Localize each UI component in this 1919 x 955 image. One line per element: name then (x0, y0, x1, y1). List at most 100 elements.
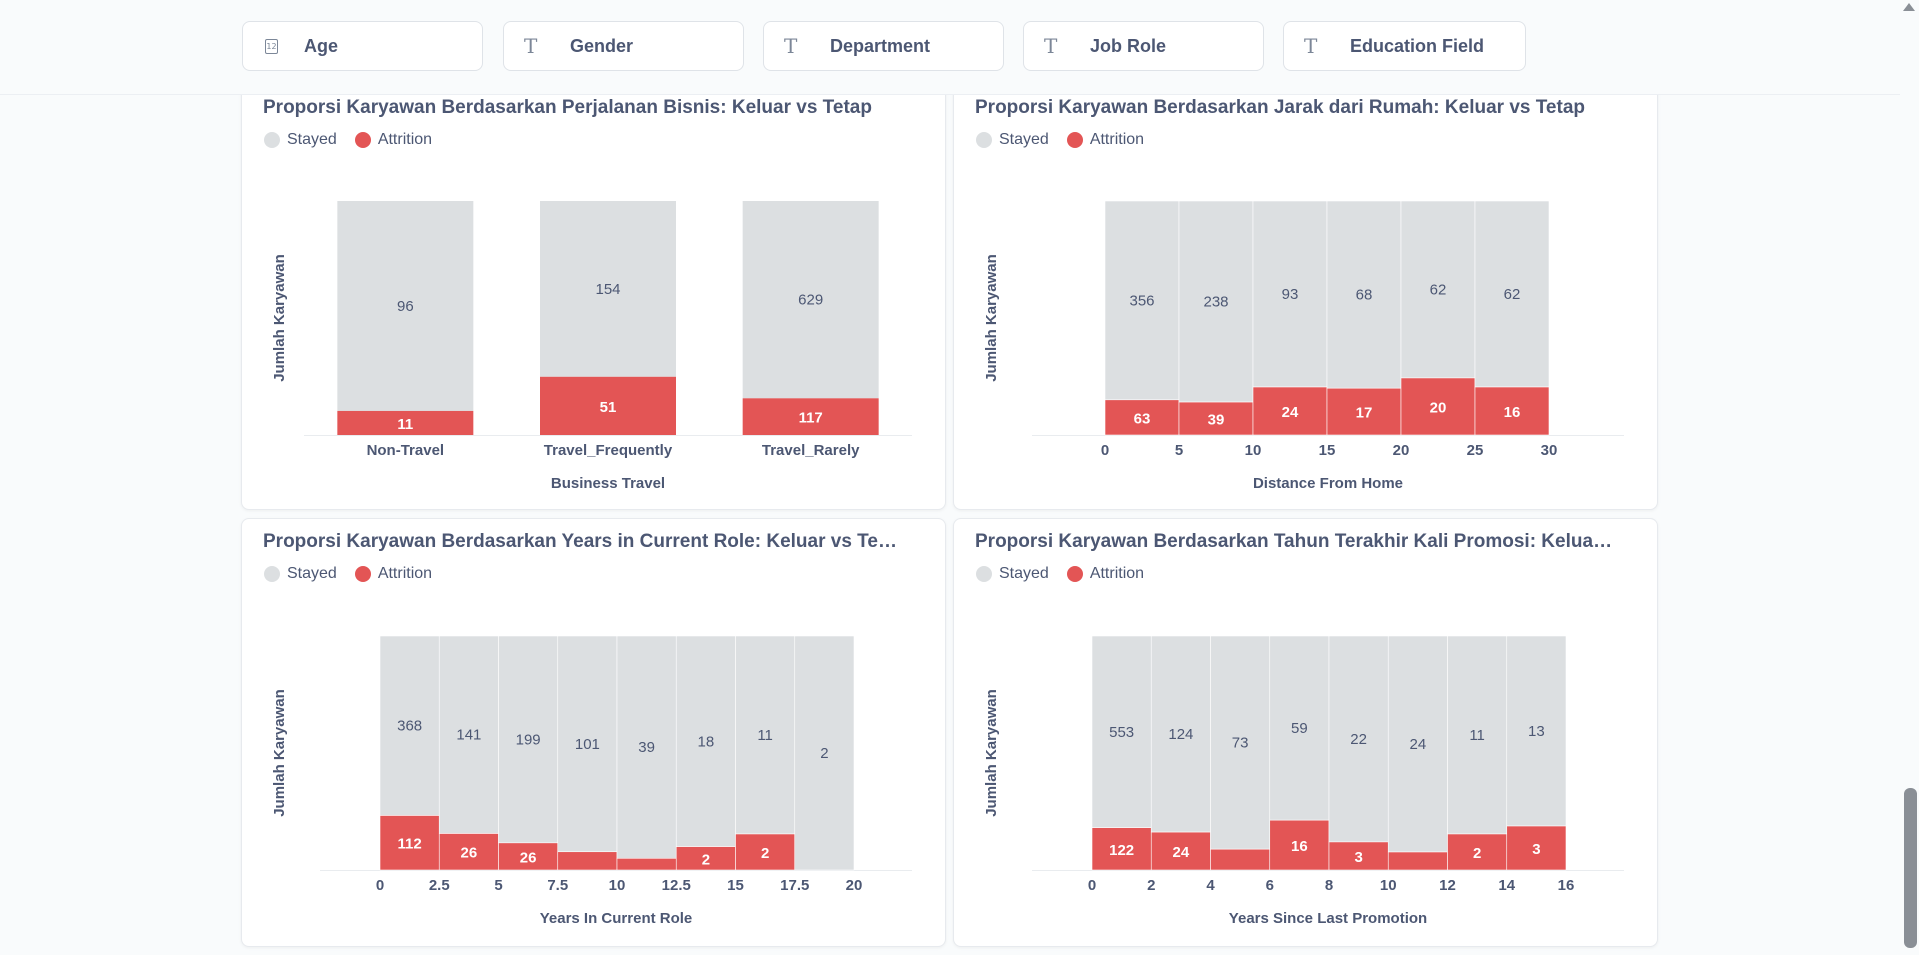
chart-svg: Jumlah Karyawan 0 2.5 5 7.5 10 12.5 15 17.5 20 368… (271, 635, 912, 927)
bar-attrition (742, 398, 879, 435)
bar-attrition (557, 851, 618, 871)
x-axis-label: Business Travel (551, 475, 665, 492)
bar-stayed (1474, 200, 1550, 388)
y-axis-label: Jumlah Karyawan (983, 254, 1000, 382)
legend-dot (976, 566, 992, 582)
bar-stayed (1328, 635, 1389, 843)
chart-card-years-in-current-role: Proporsi Karyawan Berdasarkan Years in C… (241, 518, 946, 947)
legend-item-attrition[interactable]: Attrition (354, 565, 433, 583)
y-axis-label: Jumlah Karyawan (271, 254, 288, 382)
data-label-attrition: 20 (1430, 399, 1447, 416)
number-icon: 12 (265, 38, 278, 54)
bar-attrition (735, 833, 796, 871)
legend-dot (976, 132, 992, 148)
data-label-stayed: 59 (1291, 720, 1308, 737)
x-tick-label: 0 (1101, 442, 1109, 459)
filter-label: Job Role (1090, 35, 1167, 56)
filter-age[interactable]: 12 Age (242, 21, 483, 71)
page-scrollbar[interactable] (1900, 0, 1919, 955)
data-label-stayed: 11 (757, 727, 773, 744)
legend-label: Stayed (999, 131, 1049, 148)
chart-card-years-since-last-promotion: Proporsi Karyawan Berdasarkan Tahun Tera… (953, 518, 1658, 947)
bar-attrition (1387, 851, 1448, 871)
x-tick-label: Travel_Rarely (762, 442, 860, 459)
x-tick-label: 10 (1245, 442, 1262, 459)
data-label-stayed: 62 (1430, 281, 1447, 298)
data-label-attrition: 26 (520, 849, 537, 866)
scroll-up-arrow-icon[interactable] (1903, 3, 1915, 11)
x-tick-label: 10 (609, 877, 626, 894)
bar-stayed (1091, 635, 1152, 828)
data-label-stayed: 199 (516, 731, 541, 748)
bar-stayed (1252, 200, 1328, 388)
chart-legend: Stayed Attrition (264, 565, 450, 583)
legend-item-stayed[interactable]: Stayed (264, 131, 337, 149)
text-icon: T (784, 34, 798, 58)
data-label-stayed: 238 (1203, 294, 1228, 311)
bar-stayed (1269, 635, 1330, 821)
legend-item-stayed[interactable]: Stayed (976, 565, 1049, 583)
bar-stayed (1178, 200, 1254, 403)
legend-label: Attrition (377, 565, 433, 582)
filter-department[interactable]: T Department (763, 21, 1004, 71)
data-label-stayed: 13 (1528, 723, 1545, 740)
x-tick-label: Travel_Frequently (544, 442, 673, 459)
legend-label: Attrition (1089, 565, 1145, 582)
x-tick-label: 20 (1393, 442, 1410, 459)
bar-attrition (1091, 827, 1152, 871)
data-label-attrition: 63 (1134, 410, 1151, 427)
data-label-stayed: 22 (1350, 731, 1367, 748)
filter-label: Age (304, 35, 339, 56)
data-label-stayed: 2 (820, 745, 828, 762)
x-tick-label: 20 (846, 877, 863, 894)
text-icon: T (524, 34, 538, 58)
bar-attrition (1178, 401, 1254, 436)
filter-job-role[interactable]: T Job Role (1023, 21, 1264, 71)
legend-item-stayed[interactable]: Stayed (976, 131, 1049, 149)
legend-item-attrition[interactable]: Attrition (1066, 565, 1145, 583)
bar-stayed (1400, 200, 1476, 379)
chart-svg: Jumlah Karyawan 0 5 10 15 20 25 30 356 63 238 39 93 2… (983, 200, 1624, 492)
filter-gender[interactable]: T Gender (503, 21, 744, 71)
legend-dot (264, 132, 280, 148)
data-label-stayed: 124 (1168, 726, 1193, 743)
bar-stayed (616, 635, 677, 859)
bar-attrition (1150, 831, 1211, 871)
chart-legend: Stayed Attrition (264, 131, 450, 149)
x-tick-label: 15 (1319, 442, 1336, 459)
data-label-attrition: 17 (1356, 405, 1373, 422)
data-label-attrition: 39 (1208, 412, 1225, 429)
bar-attrition (1269, 819, 1330, 871)
data-label-attrition: 112 (398, 836, 422, 853)
data-label-attrition: 3 (1532, 841, 1540, 858)
bar-stayed (1506, 635, 1567, 827)
x-tick-label: 8 (1325, 877, 1333, 894)
bar-attrition (1506, 825, 1567, 871)
bar-attrition (540, 376, 676, 435)
legend-item-stayed[interactable]: Stayed (264, 565, 337, 583)
data-label-attrition: 3 (1354, 849, 1362, 866)
x-tick-label: 0 (1088, 877, 1096, 894)
legend-item-attrition[interactable]: Attrition (354, 131, 432, 149)
bar-stayed (540, 201, 676, 377)
bar-attrition (337, 410, 474, 435)
filter-education-field[interactable]: T Education Field (1283, 21, 1526, 71)
scrollbar-thumb[interactable] (1904, 788, 1917, 948)
bar-attrition (379, 815, 440, 871)
bar-stayed (794, 635, 855, 871)
data-label-attrition: 51 (600, 399, 617, 416)
bar-attrition (1104, 399, 1180, 436)
data-label-attrition: 26 (461, 845, 478, 862)
data-label-stayed: 11 (1469, 727, 1485, 744)
data-label-stayed: 18 (698, 733, 715, 750)
bar-stayed (675, 635, 736, 847)
data-label-attrition: 24 (1282, 404, 1299, 421)
legend-item-attrition[interactable]: Attrition (1066, 131, 1144, 149)
data-label-attrition: 16 (1291, 838, 1308, 855)
x-tick-label: 7.5 (547, 877, 568, 894)
data-label-stayed: 93 (1282, 286, 1299, 303)
bar-stayed (379, 635, 440, 816)
x-tick-label: 14 (1498, 877, 1515, 894)
bar-attrition (1328, 841, 1389, 871)
